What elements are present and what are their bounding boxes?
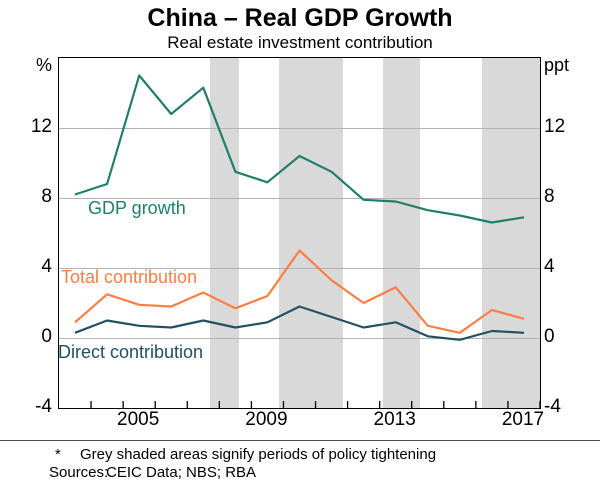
series-label-total-contribution: Total contribution (61, 267, 198, 287)
y-tick-label: 4 (544, 256, 555, 277)
series-line-gdp-growth (74, 74, 525, 224)
plot-area: GDP growth Total contribution Direct contr… (58, 57, 541, 409)
policy-tightening-band (482, 58, 540, 408)
chart-subtitle: Real estate investment contribution (167, 33, 433, 52)
y-tick-label: 12 (544, 116, 566, 137)
sources-label: Sources: (49, 464, 109, 481)
y-tick-label: 0 (41, 326, 52, 347)
gridline (59, 337, 540, 339)
series-line-total-contribution (74, 249, 525, 334)
gridline (59, 127, 540, 129)
gridline (59, 267, 540, 269)
policy-tightening-band (278, 58, 343, 408)
x-tick-label: 2017 (501, 409, 545, 430)
x-tick-label: 2005 (117, 409, 160, 430)
y-tick-label: 8 (544, 186, 555, 207)
series-line-direct-contribution (74, 305, 525, 341)
sources-text: CEIC Data; NBS; RBA (106, 464, 257, 481)
y-tick-label: 4 (41, 256, 52, 277)
y-tick-label: -4 (544, 396, 561, 417)
series-lines-svg (74, 74, 541, 408)
y-tick-label: 8 (41, 186, 52, 207)
y-tick-label: 12 (30, 116, 52, 137)
right-axis-unit: ppt (544, 55, 570, 75)
series-label-direct-contribution: Direct contribution (58, 342, 204, 362)
series-label-gdp-growth: GDP growth (88, 198, 186, 218)
chart-title: China – Real GDP Growth (147, 4, 453, 32)
footnote-rule (0, 440, 600, 441)
policy-tightening-band (382, 58, 420, 408)
gridline (59, 197, 540, 199)
footnote-marker: * (55, 446, 61, 463)
left-axis-unit: % (35, 55, 52, 75)
x-tick-label: 2009 (245, 409, 288, 430)
y-tick-label: -4 (35, 396, 52, 417)
x-tick-label: 2013 (373, 409, 416, 430)
footnote-text: Grey shaded areas signify periods of pol… (80, 446, 437, 463)
y-tick-label: 0 (544, 326, 555, 347)
